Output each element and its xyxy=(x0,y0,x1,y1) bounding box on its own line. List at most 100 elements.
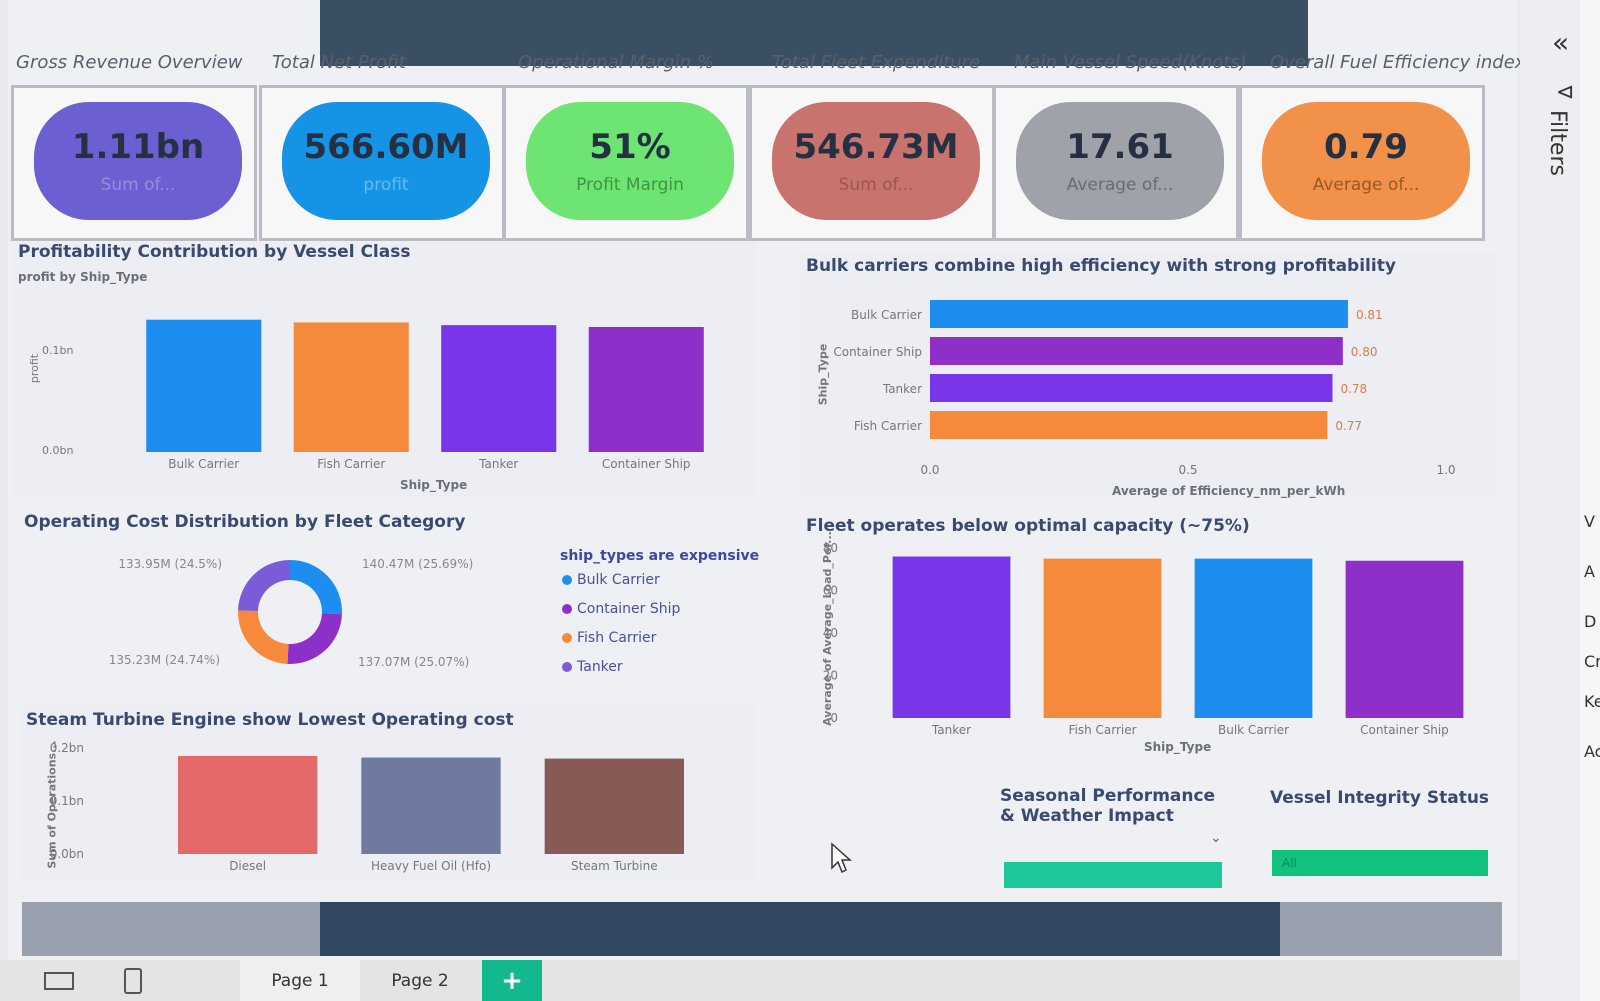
kpi-card-6[interactable]: 0.79 Average of... xyxy=(1242,88,1482,238)
x-tick-label: Bulk Carrier xyxy=(168,457,239,471)
kpi-card-5[interactable]: 17.61 Average of... xyxy=(996,88,1236,238)
bar-4[interactable] xyxy=(1345,560,1464,718)
bar-1[interactable] xyxy=(146,319,262,452)
y-tick-label: 0.1bn xyxy=(50,794,84,808)
legend-dot-icon xyxy=(562,633,572,643)
bar-3[interactable] xyxy=(1194,558,1313,718)
x-tick-label: Steam Turbine xyxy=(571,859,658,873)
kpi-pill: 17.61 Average of... xyxy=(1016,102,1224,220)
page-tab-bar: Page 1 Page 2 + xyxy=(0,960,1560,1001)
donut-slice-4[interactable] xyxy=(238,560,290,611)
legend-item[interactable]: Tanker xyxy=(562,659,623,675)
x-tick-label: Bulk Carrier xyxy=(1218,723,1289,737)
y-tick-label: 0.2bn xyxy=(50,741,84,755)
profit-x-label: Ship_Type xyxy=(400,478,468,492)
legend-item[interactable]: Bulk Carrier xyxy=(562,572,660,588)
y-tick-label: 80 xyxy=(823,541,838,555)
filters-label[interactable]: Filters xyxy=(1545,110,1570,176)
desktop-view-icon[interactable] xyxy=(44,972,74,990)
donut-data-label: 140.47M (25.69%) xyxy=(362,557,473,571)
hbar-4[interactable] xyxy=(930,411,1328,439)
add-page-button[interactable]: + xyxy=(482,960,542,1001)
hbar-1[interactable] xyxy=(930,300,1348,328)
kpi-card-2[interactable]: 566.60M profit xyxy=(262,88,502,238)
load-bar-chart: Tanker Fish Carrier Bulk Carrier Container … xyxy=(823,541,1464,737)
data-label: 0.80 xyxy=(1351,345,1378,359)
kpi-pill: 566.60M profit xyxy=(282,102,490,220)
seasonal-slicer-dropdown[interactable] xyxy=(1004,862,1222,888)
legend-item[interactable]: Fish Carrier xyxy=(562,630,656,646)
kpi-card-3[interactable]: 51% Profit Margin xyxy=(506,88,746,238)
edge-letter-2: A xyxy=(1584,562,1595,581)
legend-dot-icon xyxy=(562,662,572,672)
kpi-label: Profit Margin xyxy=(576,175,684,195)
legend-label: Container Ship xyxy=(577,601,681,617)
kpi-label: Average of... xyxy=(1312,175,1420,195)
bar-1[interactable] xyxy=(178,755,318,854)
y-tick-label: 20 xyxy=(823,669,838,683)
kpi-label: Sum of... xyxy=(838,175,914,195)
profit-tick-1: 0.1bn xyxy=(42,344,74,357)
edge-letter-3: D xyxy=(1584,612,1597,631)
donut-data-label: 133.95M (24.5%) xyxy=(118,557,222,571)
x-tick-label: Tanker xyxy=(931,723,971,737)
load-chart-title: Fleet operates below optimal capacity (~… xyxy=(806,516,1250,536)
collapse-pane-icon[interactable]: « xyxy=(1552,26,1570,59)
kpi-card-4[interactable]: 546.73M Sum of... xyxy=(752,88,992,238)
bar-3[interactable] xyxy=(544,758,684,854)
profit-bar-chart: Bulk Carrier Fish Carrier Tanker Container … xyxy=(146,319,704,471)
kpi-card-1[interactable]: 1.11bn Sum of... xyxy=(14,88,254,238)
kpi-label: Average of... xyxy=(1066,175,1174,195)
y-category-label: Container Ship xyxy=(833,345,922,359)
y-tick-label: 0 xyxy=(830,711,838,725)
edge-letter-1: V xyxy=(1584,512,1595,531)
y-tick-label: 0.0bn xyxy=(50,847,84,861)
donut-slice-3[interactable] xyxy=(238,610,289,664)
tab-page-1[interactable]: Page 1 xyxy=(240,960,360,1001)
bar-4[interactable] xyxy=(588,326,704,452)
x-tick-label: 0.0 xyxy=(920,463,939,477)
kpi-label: Sum of... xyxy=(100,175,176,195)
hbar-2[interactable] xyxy=(930,337,1343,365)
bar-1[interactable] xyxy=(892,556,1011,719)
x-tick-label: 1.0 xyxy=(1436,463,1455,477)
kpi-title-2: Total Net Profit xyxy=(272,52,406,73)
tab-page-2[interactable]: Page 2 xyxy=(391,970,449,991)
x-tick-label: Fish Carrier xyxy=(317,457,385,471)
cost-donut-chart: 140.47M (25.69%) 137.07M (25.07%) 135.23M … xyxy=(109,557,474,669)
engine-chart-title: Steam Turbine Engine show Lowest Operati… xyxy=(26,710,514,730)
legend-item[interactable]: Container Ship xyxy=(562,601,680,617)
chevron-down-icon[interactable]: ⌄ xyxy=(1210,830,1222,846)
donut-slice-1[interactable] xyxy=(290,560,342,615)
x-tick-label: Container Ship xyxy=(602,457,691,471)
data-label: 0.77 xyxy=(1335,419,1362,433)
filter-funnel-icon[interactable]: ⊲ xyxy=(1556,80,1575,105)
x-tick-label: Tanker xyxy=(478,457,518,471)
kpi-pill: 51% Profit Margin xyxy=(526,102,734,220)
bar-2[interactable] xyxy=(1043,558,1162,718)
profit-y-label: profit xyxy=(28,353,42,384)
hbar-3[interactable] xyxy=(930,374,1333,402)
kpi-value: 566.60M xyxy=(303,127,469,167)
y-category-label: Bulk Carrier xyxy=(851,308,922,322)
donut-slice-2[interactable] xyxy=(287,613,342,664)
edge-letter-6: Ac xyxy=(1584,742,1600,761)
kpi-pill: 546.73M Sum of... xyxy=(772,102,980,220)
kpi-title-1: Gross Revenue Overview xyxy=(16,52,243,73)
kpi-value: 1.11bn xyxy=(71,127,205,167)
efficiency-x-label: Average of Efficiency_nm_per_kWh xyxy=(1112,484,1346,498)
integrity-slicer-dropdown[interactable]: All xyxy=(1272,850,1488,876)
kpi-title-3: Operational Margin % xyxy=(518,52,714,73)
top-banner xyxy=(320,0,1308,66)
mobile-view-icon[interactable] xyxy=(124,968,142,994)
integrity-slicer-title: Vessel Integrity Status xyxy=(1270,788,1490,808)
bar-3[interactable] xyxy=(441,325,557,452)
kpi-pill: 1.11bn Sum of... xyxy=(34,102,242,220)
bar-2[interactable] xyxy=(293,322,409,452)
cost-chart-title: Operating Cost Distribution by Fleet Cat… xyxy=(24,512,466,532)
x-tick-label: Diesel xyxy=(229,859,266,873)
kpi-value: 0.79 xyxy=(1324,127,1408,167)
efficiency-bar-chart: Bulk Carrier 0.81 Container Ship 0.80 Tanker… xyxy=(833,300,1456,477)
efficiency-chart-title: Bulk carriers combine high efficiency wi… xyxy=(806,256,1396,276)
bar-2[interactable] xyxy=(361,757,501,854)
